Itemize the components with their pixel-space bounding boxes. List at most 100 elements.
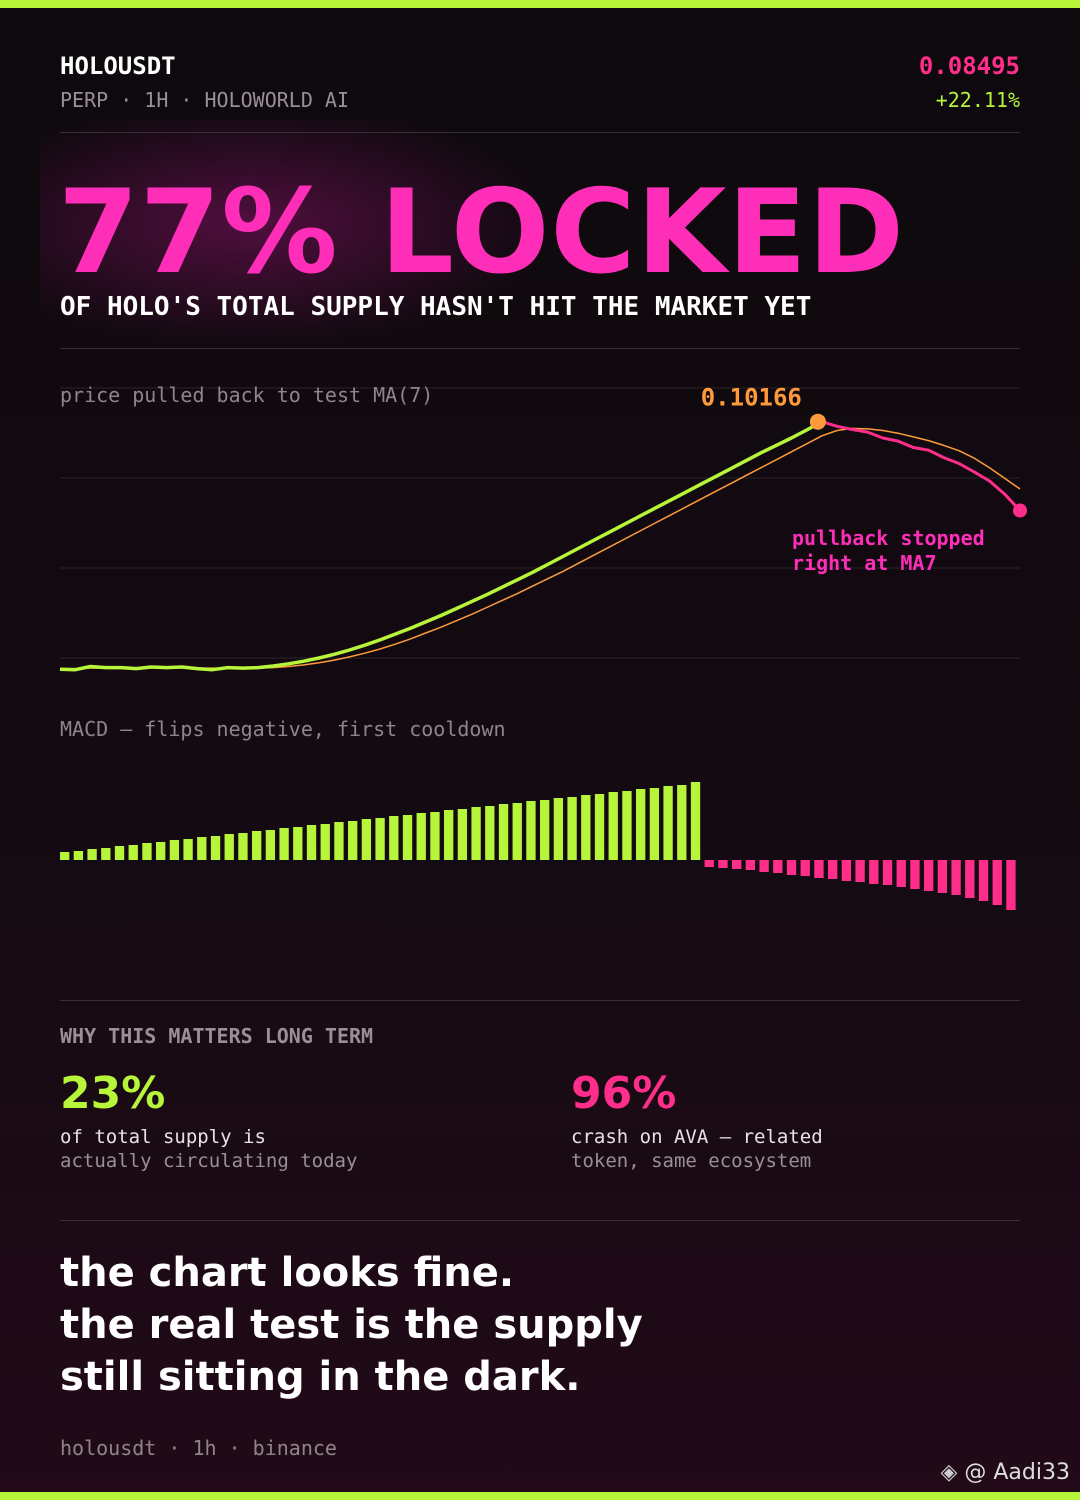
macd-bar — [73, 851, 84, 860]
macd-bar — [526, 801, 536, 860]
macd-bar — [718, 860, 728, 868]
macd-bar — [649, 788, 660, 860]
macd-bar — [622, 791, 632, 860]
macd-bar — [855, 860, 865, 882]
stat-text: crash on AVA — related — [571, 1126, 823, 1148]
peak-label: 0.10166 — [701, 384, 802, 412]
macd-bar — [348, 821, 358, 860]
macd-bar — [416, 813, 426, 860]
macd-bar — [224, 834, 234, 860]
headline: 77% LOCKED — [58, 165, 905, 300]
macd-bar — [992, 860, 1002, 905]
macd-bar — [924, 860, 934, 891]
peak-dot — [809, 413, 826, 430]
macd-bar — [142, 843, 152, 860]
macd-bar — [334, 822, 344, 860]
macd-bar — [293, 827, 303, 860]
change: +22.11% — [935, 88, 1020, 112]
symbol: HOLOUSDT — [60, 52, 176, 80]
macd-bar — [677, 785, 687, 860]
divider — [60, 1220, 1020, 1221]
macd-bar — [951, 860, 961, 895]
footer: holousdt · 1h · binance — [60, 1436, 337, 1460]
macd-bar — [238, 833, 248, 860]
macd-bar — [457, 809, 468, 860]
price: 0.08495 — [918, 52, 1020, 80]
stat-value: 96% — [571, 1068, 677, 1119]
macd-bar — [540, 800, 550, 860]
stat-text: actually circulating today — [60, 1150, 358, 1172]
annotation: pullback stopped right at MA7 — [792, 526, 985, 576]
macd-bar — [361, 819, 372, 860]
macd-bar — [828, 860, 838, 879]
subheadline: OF HOLO'S TOTAL SUPPLY HASN'T HIT THE MA… — [60, 292, 812, 322]
divider — [60, 132, 1020, 133]
quote-line: still sitting in the dark. — [60, 1354, 581, 1400]
macd-bar — [581, 795, 591, 860]
macd-bar — [690, 782, 701, 860]
chart-title: price pulled back to test MA(7) — [60, 383, 434, 407]
macd-bar — [800, 860, 810, 876]
macd-bar — [786, 860, 797, 875]
macd-bar — [965, 860, 975, 898]
macd-bar — [498, 804, 509, 860]
watermark: ◈ @ Aadi33 — [940, 1460, 1070, 1485]
macd-bar — [869, 860, 879, 884]
annotation-line: right at MA7 — [792, 551, 937, 575]
stat-text: token, same ecosystem — [571, 1150, 812, 1172]
macd-bar — [114, 846, 125, 860]
macd-bar — [128, 845, 138, 860]
stat-text: of total supply is — [60, 1126, 266, 1148]
macd-bar — [608, 792, 618, 860]
macd-bar — [663, 786, 673, 860]
chart-title: MACD — flips negative, first cooldown — [60, 717, 506, 741]
macd-bar — [265, 830, 276, 860]
macd-bar — [375, 818, 385, 860]
macd-bar — [512, 803, 522, 860]
glow — [40, 120, 560, 350]
annotation-line: pullback stopped — [792, 526, 985, 550]
meta: PERP · 1H · HOLOWORLD AI — [60, 88, 349, 112]
macd-bar — [87, 849, 97, 860]
macd-bar — [252, 831, 262, 860]
price-line — [821, 420, 1022, 512]
quote-line: the chart looks fine. — [60, 1250, 515, 1296]
macd-bar — [636, 789, 646, 860]
macd-bar — [896, 860, 906, 887]
watermark-text: @ Aadi33 — [964, 1460, 1070, 1485]
macd-bar — [759, 860, 769, 872]
macd-bar — [704, 860, 714, 867]
macd-bar — [183, 839, 193, 860]
macd-bar — [101, 848, 111, 860]
macd-bar — [471, 807, 481, 860]
macd-bar — [197, 837, 207, 860]
macd-bar — [430, 812, 440, 860]
macd-bar — [594, 794, 605, 860]
logo: ◈ — [940, 1460, 965, 1485]
macd-bar — [444, 810, 454, 860]
macd-bar — [841, 860, 852, 881]
end-dot — [1013, 503, 1027, 518]
macd-bar — [553, 798, 564, 860]
macd-bar — [279, 828, 289, 860]
macd-bar — [485, 806, 495, 860]
macd-bar — [745, 860, 756, 870]
macd-bar — [1006, 860, 1016, 910]
quote-line: the real test is the supply — [60, 1302, 643, 1348]
macd-bar — [210, 836, 221, 860]
macd-bar — [169, 840, 180, 860]
macd-bar — [402, 815, 413, 860]
stat-value: 23% — [60, 1068, 166, 1119]
macd-bar — [306, 825, 317, 860]
macd-bar — [978, 860, 989, 901]
divider — [60, 1000, 1020, 1001]
macd-bar — [732, 860, 742, 869]
bottom-bar — [0, 1492, 1080, 1500]
macd-bar — [389, 816, 399, 860]
price-line — [59, 420, 823, 672]
macd-bar — [937, 860, 948, 893]
macd-bar — [60, 852, 70, 860]
macd-bar — [320, 824, 330, 860]
